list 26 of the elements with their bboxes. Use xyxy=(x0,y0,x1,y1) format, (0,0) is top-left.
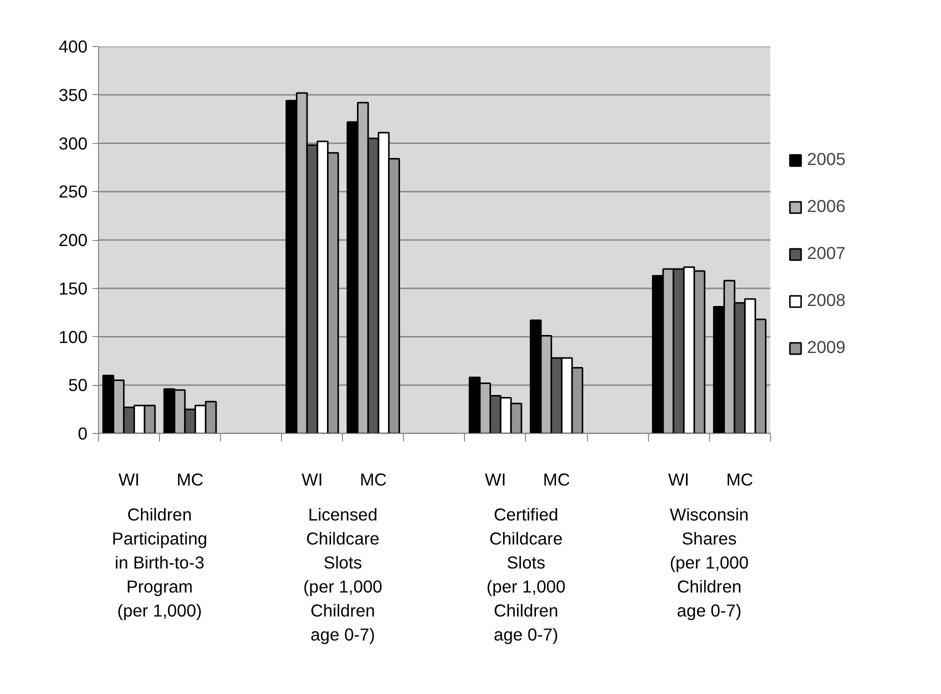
x-tick-label: WI xyxy=(668,470,690,490)
x-tick-label: MC xyxy=(176,470,204,490)
x-tick-label: WI xyxy=(302,470,323,490)
legend-label: 2007 xyxy=(807,243,846,264)
y-tick-label: 150 xyxy=(58,278,88,298)
y-tick-label: 400 xyxy=(58,36,88,56)
y-tick-label: 0 xyxy=(78,424,88,444)
text: Certified Childcare Slots (per 1,000 Children age 0-7) xyxy=(486,504,566,644)
y-tick-label: 250 xyxy=(58,182,88,202)
legend-label: 2005 xyxy=(807,149,846,170)
y-tick-label: 200 xyxy=(58,230,88,250)
x-tick-label: WI xyxy=(118,470,140,490)
legend-label: 2008 xyxy=(807,290,846,311)
legend-label: 2009 xyxy=(807,337,846,358)
text: Children Participating in Birth-to-3 Program (per 1,000) xyxy=(112,504,208,620)
y-tick-label: 100 xyxy=(58,326,88,347)
x-tick-label: MC xyxy=(543,470,570,490)
legend-label: 2006 xyxy=(807,196,846,217)
y-tick-label: 300 xyxy=(58,133,88,154)
y-tick-label: 50 xyxy=(68,375,88,396)
x-tick-label: WI xyxy=(484,470,506,490)
text: Licensed Childcare Slots (per 1,000 Children age 0-7) xyxy=(303,504,382,644)
x-tick-label: MC xyxy=(726,470,754,490)
text: Wisconsin Shares (per 1,000 Children age 0-7) xyxy=(670,504,749,620)
y-tick-label: 350 xyxy=(58,84,88,105)
x-tick-label: MC xyxy=(360,470,387,490)
